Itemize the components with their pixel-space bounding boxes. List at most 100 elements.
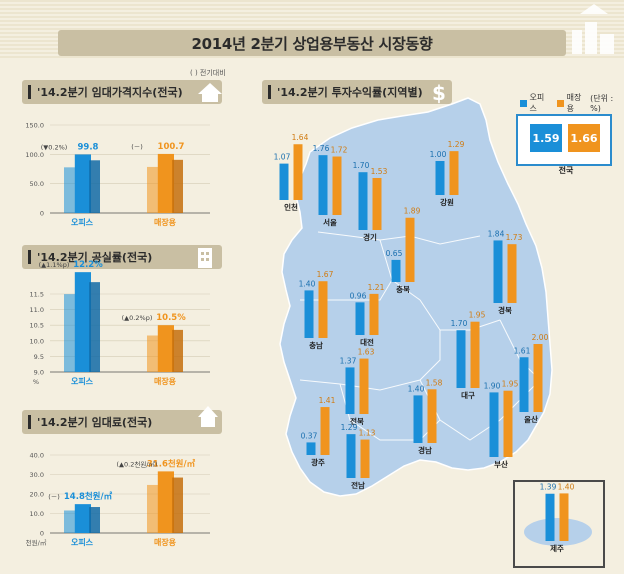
vacancy-tick-label: 9.5 [34, 353, 44, 361]
bar-office-울산 [519, 357, 529, 412]
value-office-인천: 1.07 [274, 153, 291, 162]
bar-retail-경남 [427, 389, 437, 443]
vacancy-tick-label: 10.0 [30, 337, 44, 345]
vacancy-category-label: 매장용 [154, 376, 177, 386]
rent-index-tick-label: 50.0 [30, 180, 44, 188]
value-office-서울: 1.76 [313, 144, 330, 153]
region-label-울산: 울산 [524, 414, 538, 424]
title-bar: 2014년 2분기 상업용부동산 시장동향 [58, 30, 566, 56]
region-label-전남: 전남 [351, 480, 365, 490]
legend-retail-label: 매장용 [566, 93, 582, 113]
region-label-충남: 충남 [309, 340, 323, 350]
rent-tick-label: 40.0 [30, 452, 44, 460]
value-retail-대구: 1.95 [469, 311, 486, 320]
bar-office-광주 [306, 442, 316, 455]
region-label-대구: 대구 [461, 390, 475, 400]
rent-index-tick-label: 0 [40, 210, 44, 218]
vacancy-value-label: 10.5% [156, 313, 186, 323]
vacancy-value-label: 12.2% [73, 260, 103, 270]
bar-retail-경북 [507, 244, 517, 303]
value-retail-전남: 1.13 [359, 429, 376, 438]
rent-index-value-label: 100.7 [158, 142, 185, 152]
value-retail-인천: 1.64 [292, 133, 309, 142]
bar-retail-전북 [359, 358, 369, 414]
national-yield-box: 1.59 1.66 전국 [516, 114, 612, 175]
bar-retail-인천 [293, 144, 303, 200]
value-retail-부산: 1.95 [502, 380, 519, 389]
bar-retail-전남 [360, 439, 370, 478]
national-office-value: 1.59 [530, 124, 562, 152]
bar-retail-부산 [503, 390, 513, 457]
vacancy-change-label: (▲1.1%p) [39, 261, 70, 269]
national-retail-value: 1.66 [568, 124, 600, 152]
bar-office-전남 [346, 434, 356, 478]
rent-category-label: 오피스 [71, 537, 94, 547]
bar-office-충남 [304, 290, 314, 338]
value-office-경기: 1.70 [353, 161, 370, 170]
bar-retail-광주 [320, 407, 330, 455]
value-retail-울산: 2.00 [532, 333, 549, 342]
legend-office-swatch [520, 99, 527, 107]
value-office-부산: 1.90 [484, 381, 501, 390]
value-retail-서울: 1.72 [331, 146, 348, 155]
vacancy-y-label: % [33, 378, 39, 386]
value-retail-충남: 1.67 [317, 270, 334, 279]
rent-tick-label: 30.0 [30, 471, 44, 479]
value-retail-광주: 1.41 [319, 396, 336, 405]
rent-bar-0-right-block [89, 507, 100, 533]
rent-bar-1-right-block [172, 477, 183, 533]
rent-tick-label: 10.0 [30, 510, 44, 518]
value-office-울산: 1.61 [514, 346, 531, 355]
region-label-경북: 경북 [498, 305, 512, 315]
region-label-강원: 강원 [440, 197, 454, 207]
value-office-강원: 1.00 [430, 150, 447, 159]
value-retail-충북: 1.89 [404, 207, 421, 216]
vacancy-bar-1-right-block [172, 329, 183, 372]
rent-change-label: (▲0.2천원/㎡) [116, 459, 157, 468]
value-office-전남: 1.29 [341, 423, 358, 432]
value-retail-경남: 1.58 [426, 378, 443, 387]
bar-office-경기 [358, 172, 368, 230]
legend-retail-swatch [557, 99, 564, 107]
rent-value-label: 14.8천원/㎡ [64, 491, 113, 502]
national-label: 전국 [558, 166, 574, 175]
value-office-제주: 1.39 [540, 483, 557, 492]
bar-office-부산 [489, 392, 499, 457]
region-label-전북: 전북 [350, 416, 364, 426]
rent-index-heading: '14.2분기 임대가격지수(전국) [22, 80, 222, 104]
rent-index-bar-0 [74, 154, 91, 213]
rent-index-change-label: (▼0.2%) [41, 143, 68, 151]
bar-retail-충남 [318, 281, 328, 338]
bar-retail-강원 [449, 151, 459, 195]
vacancy-bar-0-right-block [89, 282, 100, 372]
rent-index-change-label: (－) [131, 143, 143, 151]
vacancy-change-label: (▲0.2%p) [122, 314, 153, 322]
bar-office-전북 [345, 367, 355, 414]
region-label-대전: 대전 [360, 337, 374, 347]
bar-office-경북 [493, 240, 503, 303]
bar-office-제주 [545, 493, 555, 541]
rent-index-tick-label: 100.0 [25, 151, 44, 159]
region-label-인천: 인천 [284, 202, 298, 212]
vacancy-tick-label: 11.0 [30, 306, 44, 314]
value-retail-경북: 1.73 [506, 233, 523, 242]
bar-retail-경기 [372, 177, 382, 230]
rent-category-label: 매장용 [154, 537, 177, 547]
region-label-경기: 경기 [363, 232, 377, 242]
value-retail-경기: 1.53 [371, 167, 388, 176]
region-label-서울: 서울 [323, 217, 337, 227]
region-label-충북: 충북 [396, 284, 410, 294]
bar-office-인천 [279, 163, 289, 200]
rent-index-category-label: 매장용 [154, 217, 177, 227]
value-office-경남: 1.40 [408, 384, 425, 393]
rent-y-label: 천원/㎡ [26, 538, 47, 547]
value-retail-제주: 1.40 [558, 482, 575, 491]
region-label-부산: 부산 [494, 459, 508, 469]
value-office-충북: 0.65 [386, 249, 403, 258]
bar-office-강원 [435, 161, 445, 195]
value-retail-대전: 1.21 [368, 283, 385, 292]
rent-bar-1 [157, 471, 174, 533]
